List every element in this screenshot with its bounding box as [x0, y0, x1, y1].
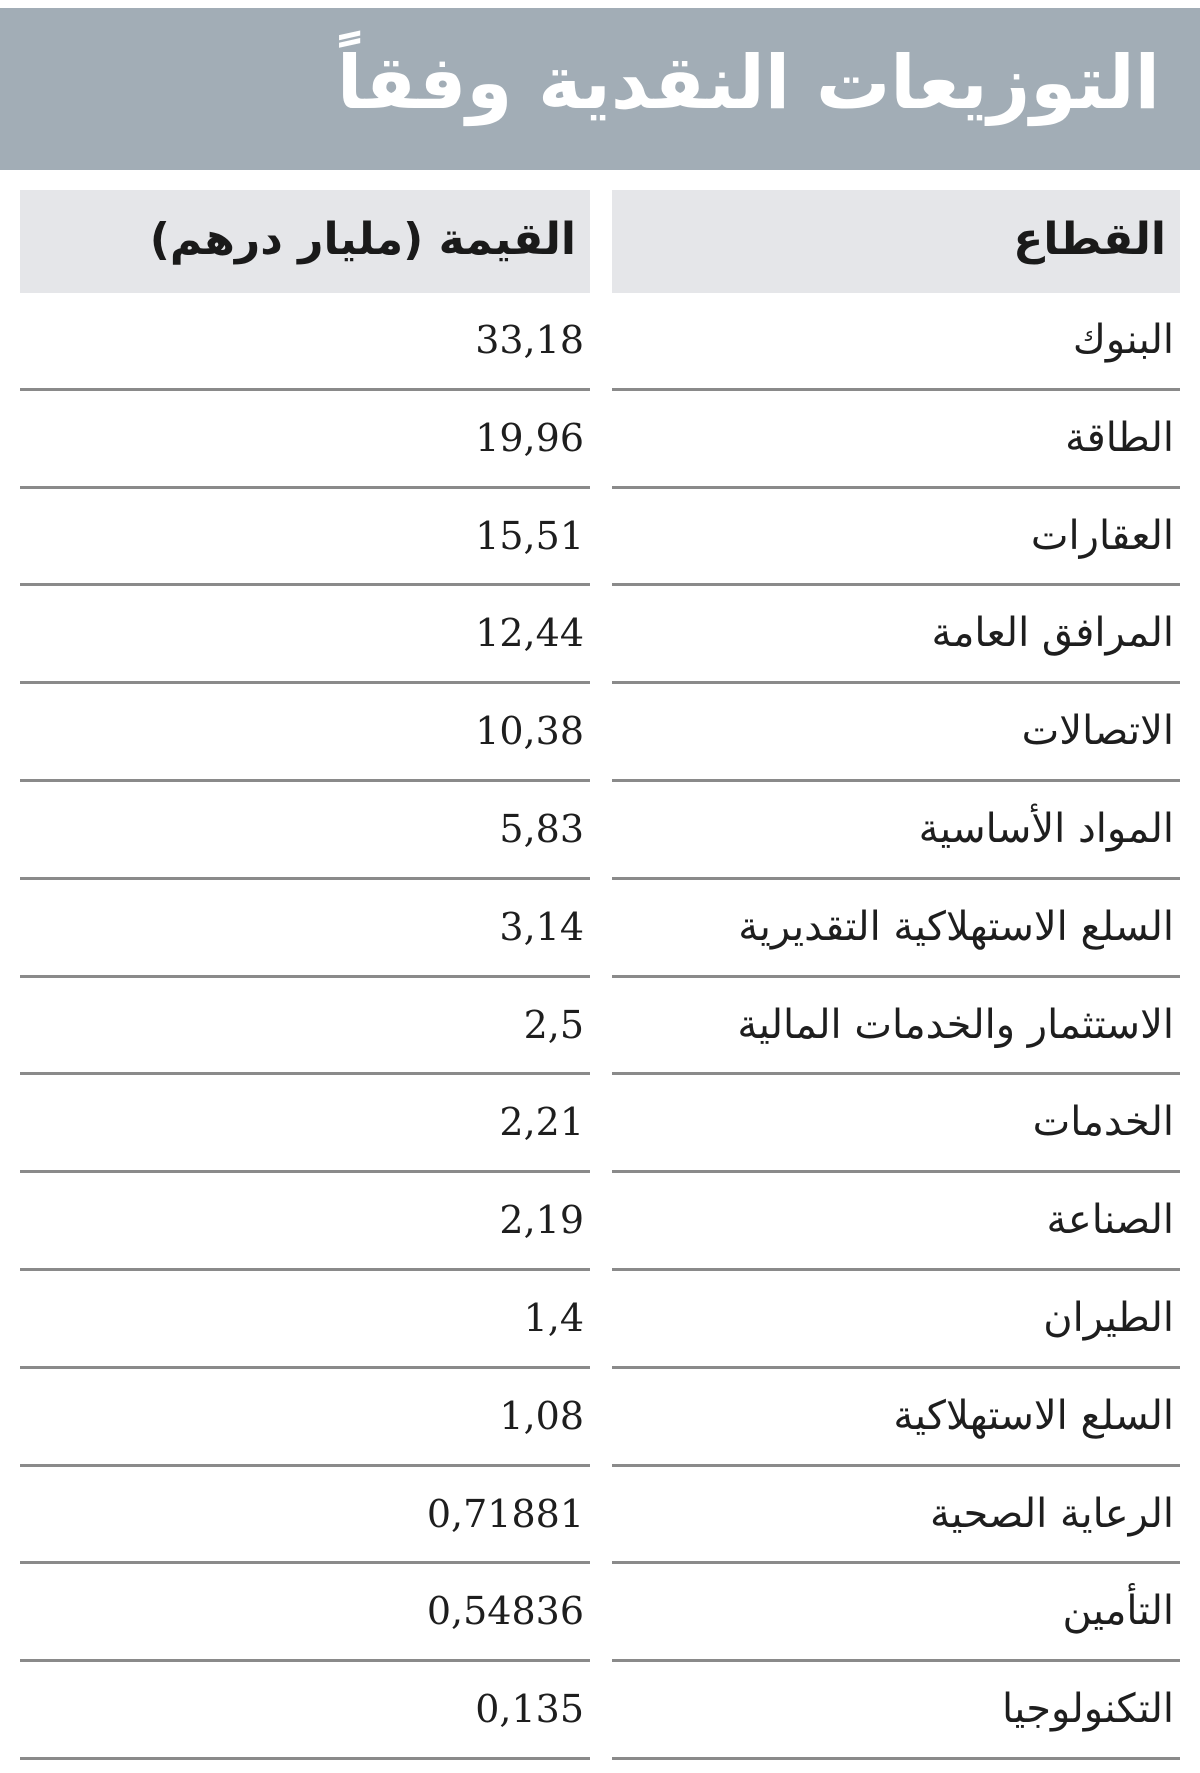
value-cell: 0,54836 [20, 1564, 590, 1663]
sector-cell: السلع الاستهلاكية [612, 1369, 1180, 1467]
header-value: القيمة (مليار درهم) [20, 190, 590, 293]
sector-cell: التكنولوجيا [612, 1662, 1180, 1760]
value-cell: 10,38 [20, 684, 590, 782]
value-text: 12,44 [475, 611, 584, 656]
sector-cell: التأمين [612, 1564, 1180, 1663]
value-text: 3,14 [499, 904, 584, 949]
value-cell: 19,96 [20, 391, 590, 489]
value-cell: 2,21 [20, 1075, 590, 1174]
value-text: 2,21 [499, 1100, 584, 1145]
sector-cell: المرافق العامة [612, 586, 1180, 685]
table-title: التوزيعات النقدية وفقاً للقطاعات [0, 8, 1200, 276]
value-cell: 33,18 [20, 293, 590, 391]
value-text: 0,71881 [426, 1491, 584, 1536]
sector-cell: الرعاية الصحية [612, 1467, 1180, 1565]
sector-cell: الطاقة [612, 391, 1180, 489]
value-text: 0,135 [475, 1687, 584, 1732]
sector-cell: المواد الأساسية [612, 782, 1180, 880]
value-text: 19,96 [475, 415, 584, 460]
value-cell: 2,5 [20, 978, 590, 1076]
value-cell: 1,4 [20, 1271, 590, 1369]
value-text: 1,08 [499, 1393, 584, 1438]
value-cell: 0,71881 [20, 1467, 590, 1565]
header-sector: القطاع [612, 190, 1180, 293]
sector-cell: البنوك [612, 293, 1180, 391]
sector-cell: الاتصالات [612, 684, 1180, 782]
value-cell: 5,83 [20, 782, 590, 880]
value-cell: 1,08 [20, 1369, 590, 1467]
value-cell: 12,44 [20, 586, 590, 685]
value-text: 1,4 [523, 1296, 584, 1340]
sector-cell: الطيران [612, 1271, 1180, 1369]
value-text: 2,5 [523, 1002, 584, 1047]
sector-cell: الصناعة [612, 1173, 1180, 1271]
value-cell: 15,51 [20, 489, 590, 587]
value-cell: 3,14 [20, 880, 590, 978]
value-text: 10,38 [475, 709, 584, 754]
value-cell: 0,135 [20, 1662, 590, 1760]
sector-cell: السلع الاستهلاكية التقديرية [612, 880, 1180, 978]
value-cell: 2,19 [20, 1173, 590, 1271]
value-text: 2,19 [499, 1198, 584, 1243]
sector-cell: الخدمات [612, 1075, 1180, 1174]
value-text: 33,18 [475, 318, 584, 362]
sector-cell: الاستثمار والخدمات المالية [612, 978, 1180, 1076]
sector-cell: العقارات [612, 489, 1180, 587]
value-text: 15,51 [475, 513, 584, 558]
value-text: 0,54836 [426, 1589, 584, 1634]
value-text: 5,83 [499, 807, 584, 851]
